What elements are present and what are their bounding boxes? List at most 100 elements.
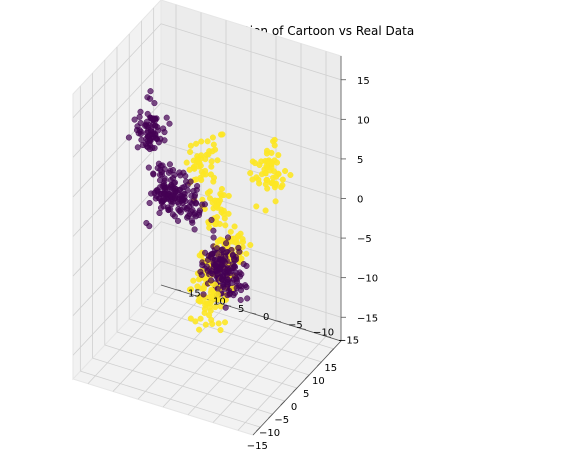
cartoon-data-point [187,148,194,156]
cartoon-data-point [210,178,217,185]
cartoon-data-point [193,140,200,147]
cartoon-data-point [287,171,294,179]
cartoon-data-point [187,142,194,149]
cartoon-data-point [201,305,208,313]
cartoon-data-point [231,223,238,230]
cartoon-data-point [237,230,244,237]
real-data-point [218,246,225,253]
real-data-point [156,209,163,217]
z-grid-line [72,142,162,237]
x-grid-line [141,305,322,363]
x-tick-label: 15 [324,363,337,374]
real-data-point [134,144,141,151]
cartoon-data-point [279,182,286,189]
x-grid-line [129,318,310,376]
x-tick-mark [256,426,261,432]
real-data-point [171,179,179,186]
z-grid-line [160,62,342,120]
cartoon-data-point [206,312,213,319]
real-data-point [180,169,187,176]
real-data-point [169,211,176,218]
cartoon-data-point [207,171,214,178]
y-grid-line [162,312,252,408]
real-data-point [229,279,236,286]
x-tick-label: −5 [274,415,289,426]
cartoon-data-point [208,163,215,170]
cartoon-data-point [239,236,246,243]
real-data-point [236,269,243,276]
real-data-point [157,166,164,173]
z-grid-line [72,63,162,158]
x-tick-label: −15 [247,441,268,449]
cartoon-data-point [215,320,222,327]
cartoon-data-point [214,157,221,164]
cartoon-data-point [253,174,260,181]
real-data-point [222,259,229,266]
real-data-point [244,295,251,302]
real-data-point [224,234,232,241]
real-data-point [166,161,173,168]
data-points [125,88,294,334]
cartoon-data-point [275,152,282,159]
cartoon-data-point [214,204,221,211]
y-grid-line [87,289,177,384]
cartoon-data-point [183,159,190,166]
cartoon-data-point [225,210,232,217]
x-tick-mark [329,348,334,354]
real-data-point [166,120,173,127]
cartoon-data-point [247,170,254,177]
x-tick-mark [317,361,322,367]
real-data-point [131,116,138,123]
real-data-point [165,206,172,213]
cartoon-data-point [218,185,225,193]
real-data-point [210,234,217,241]
cartoon-data-point [273,180,280,187]
cartoon-data-point [202,156,209,163]
y-tick-mark [275,320,282,323]
real-data-point [243,284,250,291]
cartoon-data-point [268,159,275,166]
cartoon-data-point [221,319,229,326]
real-data-point [192,199,199,206]
x-tick-label: 0 [291,402,297,413]
z-tick-label: −10 [357,274,378,285]
y-tick-label: 15 [188,289,201,300]
cartoon-data-point [206,188,213,195]
z-grid-line [160,102,342,160]
cartoon-data-point [191,165,198,172]
real-data-point [183,178,190,185]
real-data-point [236,282,243,289]
cartoon-data-point [216,220,223,228]
real-data-point [155,127,162,134]
real-data-point [185,213,192,220]
y-tick-mark [175,289,182,292]
real-data-point [208,277,215,284]
real-data-point [157,204,165,211]
cartoon-data-point [187,315,194,322]
cartoon-data-point [219,131,226,138]
real-data-point [179,184,186,191]
real-data-point [191,226,198,233]
cartoon-data-point [271,142,278,149]
real-data-point [145,164,152,171]
real-data-point [210,227,217,234]
real-data-point [222,304,229,311]
cartoon-data-point [197,315,204,322]
real-data-point [198,271,205,278]
cartoon-data-point [217,327,224,334]
y-tick-label: 0 [263,312,269,323]
cartoon-data-point [204,138,211,145]
cartoon-data-point [220,207,227,214]
real-data-point [200,291,207,298]
y-tick-label: 10 [213,296,226,307]
cartoon-data-point [209,148,216,155]
y-tick-label: −10 [313,328,334,339]
real-data-point [151,100,158,107]
real-data-point [143,129,150,137]
tick-labels: −15−15−15−10−10−10−5−5−50005551010101515… [188,76,378,449]
real-data-point [233,275,240,282]
real-data-point [226,287,233,294]
real-data-point [135,130,142,137]
